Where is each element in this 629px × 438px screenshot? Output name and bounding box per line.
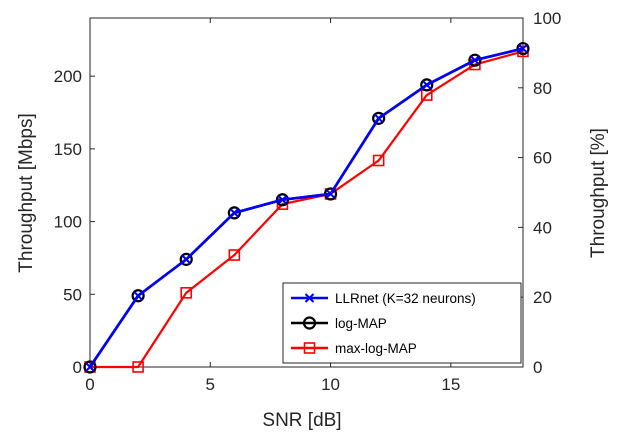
square-marker bbox=[180, 287, 193, 299]
square-marker bbox=[228, 249, 241, 261]
y-tick-label: 50 bbox=[63, 285, 82, 304]
x-marker bbox=[518, 43, 528, 54]
x-marker-stroke bbox=[422, 80, 432, 90]
x-marker-stroke bbox=[373, 113, 384, 124]
y-tick-label: 200 bbox=[54, 67, 82, 86]
x-marker bbox=[85, 362, 95, 372]
x-marker bbox=[277, 195, 288, 205]
y-right-tick-label: 80 bbox=[533, 79, 552, 98]
y-tick-label: 150 bbox=[54, 140, 82, 159]
circle-marker bbox=[83, 360, 97, 374]
x-marker-stroke bbox=[133, 291, 143, 301]
circle-marker bbox=[227, 206, 241, 220]
x-marker-stroke bbox=[304, 293, 315, 303]
x-marker bbox=[373, 113, 384, 124]
square-marker bbox=[372, 154, 385, 167]
circle-marker bbox=[179, 252, 193, 266]
x-axis-ticks: 0 5 10 15 bbox=[85, 18, 460, 394]
square-marker bbox=[303, 342, 316, 354]
circle-marker bbox=[131, 289, 145, 303]
x-marker bbox=[422, 80, 432, 90]
series-llrnet-k-32-neurons- bbox=[85, 43, 528, 372]
x-tick-label: 5 bbox=[206, 375, 215, 394]
x-marker-stroke bbox=[85, 362, 95, 372]
circle-marker bbox=[372, 111, 386, 125]
y-axis-left-label: Throughput [Mbps] bbox=[16, 113, 37, 272]
y-axis-right-ticks: 0 20 40 60 80 100 bbox=[518, 9, 561, 377]
y-axis-left-ticks: 0 50 100 150 200 bbox=[54, 67, 95, 377]
y-right-tick-label: 100 bbox=[533, 9, 561, 28]
x-axis-label: SNR [dB] bbox=[262, 410, 341, 431]
y-right-tick-label: 40 bbox=[533, 218, 552, 237]
y-tick-label: 100 bbox=[54, 213, 82, 232]
series-line bbox=[88, 47, 524, 368]
x-marker bbox=[229, 208, 240, 218]
legend-label: LLRnet (K=32 neurons) bbox=[335, 291, 476, 306]
legend-entry: log-MAP bbox=[291, 316, 387, 331]
x-marker bbox=[304, 293, 315, 303]
x-marker-stroke bbox=[277, 195, 288, 205]
legend-label: max-log-MAP bbox=[335, 341, 417, 356]
circle-marker bbox=[302, 316, 317, 330]
square-marker bbox=[132, 361, 144, 373]
legend-entry: max-log-MAP bbox=[291, 341, 417, 356]
legend: LLRnet (K=32 neurons) log-MAP max-log-MAP bbox=[282, 282, 522, 364]
x-tick-label: 15 bbox=[441, 375, 460, 394]
x-marker-stroke bbox=[181, 254, 191, 265]
legend-entry: LLRnet (K=32 neurons) bbox=[291, 291, 476, 306]
x-tick-label: 10 bbox=[321, 375, 340, 394]
x-marker-stroke bbox=[518, 43, 528, 54]
y-axis-right-label: Throughput [%] bbox=[588, 128, 609, 258]
series-line bbox=[90, 50, 524, 369]
x-tick-label: 0 bbox=[85, 375, 94, 394]
y-right-tick-label: 0 bbox=[533, 358, 542, 377]
x-marker bbox=[133, 291, 143, 301]
x-marker bbox=[181, 254, 191, 265]
x-marker-stroke bbox=[325, 189, 336, 199]
x-marker bbox=[325, 189, 336, 199]
y-right-tick-label: 60 bbox=[533, 149, 552, 168]
x-marker bbox=[470, 55, 480, 65]
legend-label: log-MAP bbox=[335, 316, 387, 331]
x-marker-stroke bbox=[229, 208, 240, 218]
x-marker-stroke bbox=[470, 55, 480, 65]
y-tick-label: 0 bbox=[73, 358, 82, 377]
series-layer bbox=[83, 41, 530, 374]
y-right-tick-label: 20 bbox=[533, 288, 552, 307]
circle-marker bbox=[420, 78, 434, 92]
